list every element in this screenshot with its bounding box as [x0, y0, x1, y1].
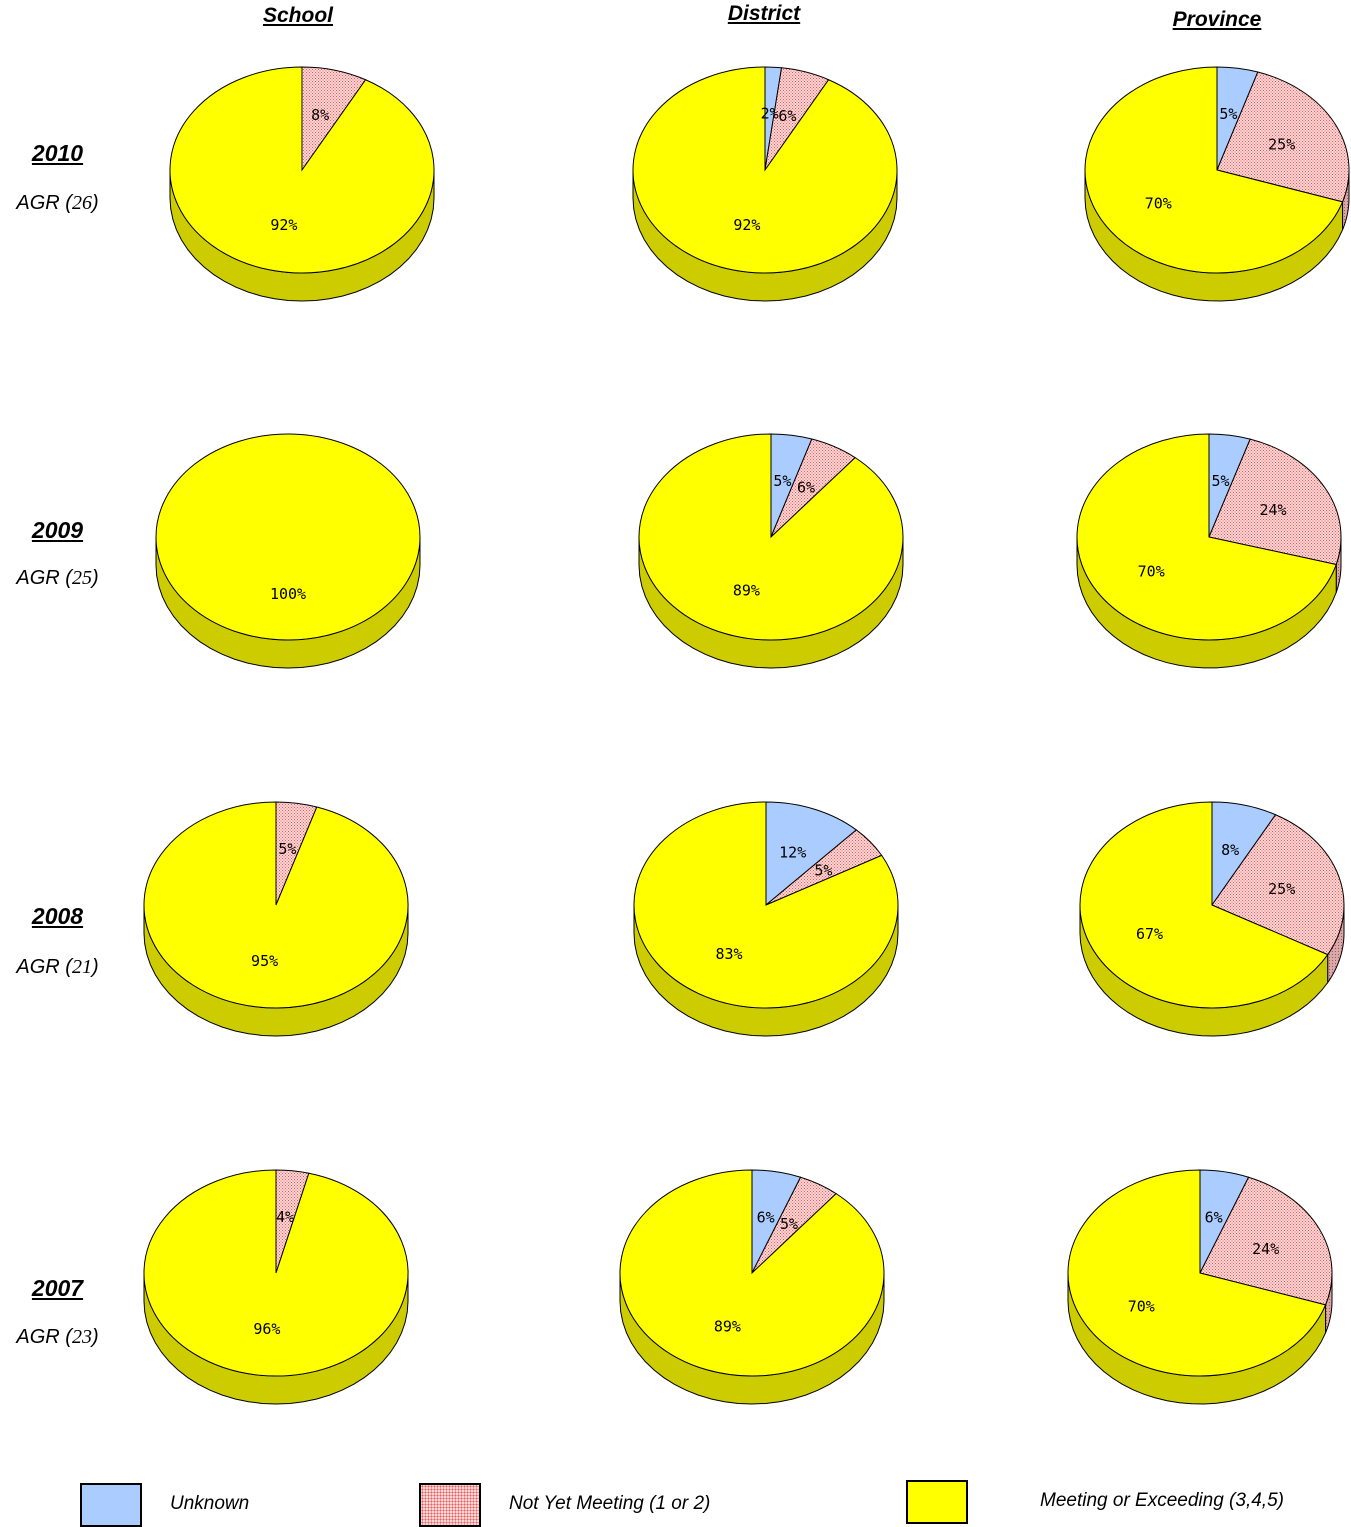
column-header-school: School	[262, 4, 333, 27]
pie-2008-province: 8% 25% 67%	[1079, 801, 1345, 1037]
column-header-district: District	[727, 2, 801, 25]
pie-slice-meeting-exceeding	[1076, 433, 1337, 641]
row-year-2007: 2007	[31, 1275, 84, 1301]
pie-label-not-yet-meeting: 5%	[814, 861, 832, 879]
pie-chart-grid: 8%92%2% 6%92%5%25%70%100%5% 6%89%5%24%70%5…	[143, 66, 1350, 1405]
pie-label-meeting-exceeding: 89%	[733, 581, 760, 599]
pie-label-unknown: 5%	[1219, 105, 1237, 123]
agr-prefix: AGR (	[16, 956, 72, 978]
pie-label-meeting-exceeding: 92%	[270, 216, 297, 234]
pie-slice-not-yet-meeting	[1199, 1176, 1333, 1306]
pie-2009-province: 5% 24% 70%	[1076, 433, 1342, 669]
agr-count: 25	[71, 567, 92, 589]
legend-label-meeting-exceeding: Meeting or Exceeding (3,4,5)	[1040, 1490, 1284, 1511]
pie-label-meeting-exceeding: 95%	[251, 952, 278, 970]
agr-suffix: )	[91, 567, 99, 589]
pie-slice-meeting-exceeding	[632, 66, 898, 274]
pie-label-not-yet-meeting: 24%	[1252, 1240, 1279, 1258]
agr-suffix: )	[91, 192, 99, 214]
pie-2007-province: 6% 24% 70%	[1067, 1169, 1333, 1405]
column-header-province: Province	[1172, 8, 1262, 31]
agr-suffix: )	[91, 956, 99, 978]
pie-2010-province: 5% 25% 70%	[1084, 66, 1350, 302]
pie-label-not-yet-meeting: 25%	[1268, 880, 1295, 898]
pie-label-not-yet-meeting: 6%	[778, 107, 796, 125]
row-year-2008: 2008	[31, 903, 84, 929]
pie-2008-district: 12% 5% 83%	[633, 801, 899, 1037]
pie-slice-meeting-exceeding	[1084, 66, 1344, 274]
pie-slice-not-yet-meeting	[1216, 71, 1350, 203]
row-agr-2009: AGR (25)	[0, 567, 115, 590]
pie-2010-district: 2% 6% 92%	[632, 66, 898, 302]
pie-label-meeting-exceeding: 83%	[715, 945, 742, 963]
pie-slice-meeting-exceeding	[143, 1169, 409, 1377]
pie-label-unknown: 6%	[757, 1208, 775, 1226]
pie-slice-meeting-exceeding	[1079, 801, 1329, 1009]
agr-count: 23	[71, 1326, 92, 1348]
agr-count: 21	[71, 956, 92, 978]
pie-label-not-yet-meeting: 25%	[1268, 135, 1295, 153]
pie-2008-school: 5% 95%	[143, 801, 409, 1037]
pie-slice-meeting-exceeding	[619, 1169, 885, 1377]
pie-slice-not-yet-meeting	[1211, 814, 1345, 956]
pie-slice-unknown	[765, 801, 858, 907]
pie-label-not-yet-meeting: 8%	[311, 106, 329, 124]
pie-label-unknown: 5%	[773, 472, 791, 490]
row-agr-2007: AGR (23)	[0, 1326, 115, 1349]
pie-label-not-yet-meeting: 5%	[278, 840, 296, 858]
pie-label-not-yet-meeting: 24%	[1259, 501, 1286, 519]
pie-2009-school: 100%	[155, 433, 421, 669]
pie-slice-meeting-exceeding	[143, 801, 409, 1009]
legend-swatch-unknown	[80, 1483, 142, 1527]
legend-label-not-yet-meeting: Not Yet Meeting (1 or 2)	[509, 1493, 711, 1514]
pie-slice-meeting-exceeding	[638, 433, 904, 641]
legend-label-unknown: Unknown	[170, 1493, 250, 1514]
pie-slice-meeting-exceeding	[633, 801, 899, 1009]
pie-label-unknown: 8%	[1221, 841, 1239, 859]
pie-2009-district: 5% 6% 89%	[638, 433, 904, 669]
pie-slice-meeting-exceeding	[155, 433, 421, 641]
pie-label-meeting-exceeding: 70%	[1145, 194, 1172, 212]
pie-label-meeting-exceeding: 92%	[733, 216, 760, 234]
pie-slice-meeting-exceeding	[1067, 1169, 1327, 1377]
row-agr-2008: AGR (21)	[0, 956, 115, 979]
pie-slice-not-yet-meeting	[1208, 438, 1342, 566]
pie-2007-district: 6% 5% 89%	[619, 1169, 885, 1405]
pie-label-not-yet-meeting: 4%	[276, 1208, 294, 1226]
agr-prefix: AGR (	[16, 192, 72, 214]
legend-swatch-meeting-exceeding	[906, 1480, 968, 1524]
pie-label-not-yet-meeting: 5%	[780, 1215, 798, 1233]
pie-slice-meeting-exceeding	[169, 66, 435, 274]
pie-label-meeting-exceeding: 100%	[270, 585, 306, 603]
pie-label-meeting-exceeding: 89%	[714, 1317, 741, 1335]
pie-2007-school: 4% 96%	[143, 1169, 409, 1405]
agr-suffix: )	[91, 1326, 99, 1348]
pie-label-unknown: 5%	[1211, 472, 1229, 490]
row-agr-2010: AGR (26)	[0, 192, 115, 215]
pie-label-not-yet-meeting: 6%	[797, 478, 815, 496]
pie-label-meeting-exceeding: 96%	[253, 1320, 280, 1338]
pie-label-unknown: 6%	[1205, 1208, 1223, 1226]
pie-label-meeting-exceeding: 67%	[1136, 925, 1163, 943]
pie-label-meeting-exceeding: 70%	[1138, 562, 1165, 580]
agr-prefix: AGR (	[16, 1326, 72, 1348]
row-year-2009: 2009	[31, 517, 84, 543]
pie-label-unknown: 12%	[779, 843, 806, 861]
row-year-2010: 2010	[31, 140, 84, 166]
agr-prefix: AGR (	[16, 567, 72, 589]
pie-label-unknown: 2%	[761, 105, 779, 123]
pie-2010-school: 8% 92%	[169, 66, 435, 302]
legend-swatch-not-yet-meeting	[419, 1483, 481, 1527]
agr-count: 26	[71, 192, 92, 214]
pie-label-meeting-exceeding: 70%	[1128, 1297, 1155, 1315]
